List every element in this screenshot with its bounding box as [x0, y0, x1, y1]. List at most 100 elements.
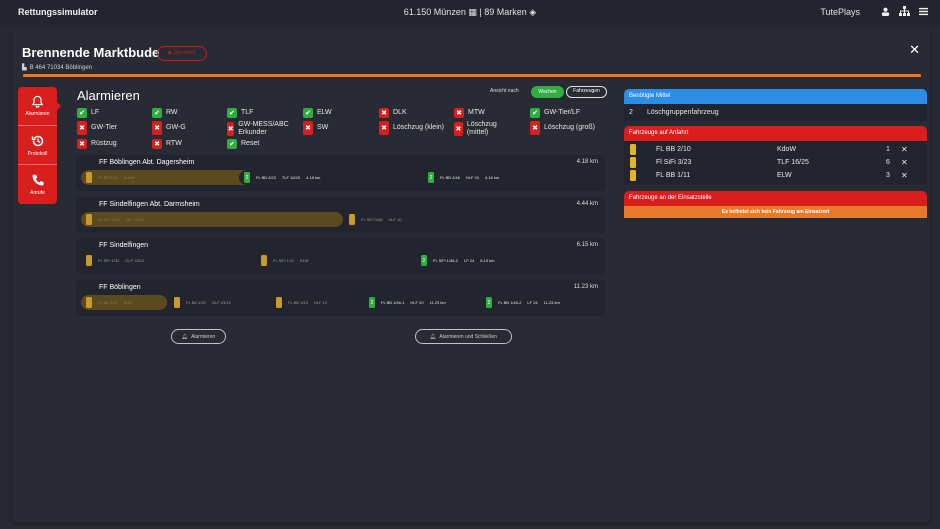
coins-icon: ▦: [468, 7, 477, 17]
view-vehicles-button[interactable]: Fahrzeugen: [566, 86, 607, 98]
cross-icon: ✖: [454, 108, 464, 118]
recall-icon[interactable]: ✕: [901, 171, 908, 180]
list-item: 2 Löschgruppenfahrzeug: [629, 109, 719, 116]
ticket-icon: ◈: [529, 7, 537, 17]
enroute-header: Fahrzeuge auf Anfahrt: [624, 126, 927, 141]
user-icon[interactable]: [881, 7, 890, 18]
bell-icon: 🔔︎: [430, 333, 437, 340]
check-ruestzug[interactable]: ✖ Rüstzug: [77, 139, 117, 149]
station-name: FF Böblingen Abt. Dagersheim: [99, 159, 195, 166]
check-gw-tier[interactable]: ✖ GW-Tier: [77, 121, 117, 135]
vehicle-chip[interactable]: FL BB 1/11 ELW: [81, 295, 167, 310]
check-gw-mess[interactable]: ✖ GW-MESS/ABC Erkunder: [227, 121, 289, 136]
close-icon[interactable]: ✕: [909, 42, 920, 57]
onsite-empty-message: Es befindet sich kein Fahrzeug am Einsat…: [624, 206, 927, 218]
vehicle-chip[interactable]: 2 FL SiFi 1/46-2 LF 24 6.15 km: [416, 253, 596, 268]
vehicle-chip[interactable]: 2 FL BB 1/46-1 HLF 20 11.23 km: [364, 295, 479, 310]
station-distance: 6.15 km: [576, 242, 598, 248]
table-row[interactable]: FL BB 1/11 ELW 3 ✕: [624, 169, 927, 182]
sitemap-icon[interactable]: [899, 6, 910, 18]
station-distance: 11.23 km: [573, 284, 598, 290]
cross-icon: ✖: [77, 121, 87, 135]
bell-icon: 🔔︎: [181, 333, 189, 340]
check-gw-g[interactable]: ✖ GW-G: [152, 121, 186, 135]
recall-icon[interactable]: ✕: [901, 158, 908, 167]
vehicle-chip[interactable]: FL BB 2/10 KdoW: [81, 170, 264, 185]
check-rw[interactable]: ✔ RW: [152, 108, 178, 118]
alarm-and-close-button[interactable]: 🔔︎ Alarmieren und Schließen: [415, 329, 512, 344]
cross-icon: ✖: [379, 108, 389, 118]
alarm-button[interactable]: 🔔︎ Alarmieren: [171, 329, 226, 344]
status-indicator: [630, 157, 636, 168]
check-tlf[interactable]: ✔ TLF: [227, 108, 253, 118]
check-loeschzug-gross[interactable]: ✖ Löschzug (groß): [530, 121, 595, 135]
station-card: FF Sindelfingen Abt. Darmsheim 4.44 km F…: [76, 197, 606, 233]
check-gw-tier-lf[interactable]: ✔ GW-Tier/LF: [530, 108, 580, 118]
view-stations-button[interactable]: Wachen: [531, 86, 564, 98]
check-icon: ✔: [227, 139, 237, 149]
onsite-header: Fahrzeuge an der Einsatzstelle: [624, 191, 927, 206]
cross-icon: ✖: [379, 121, 389, 135]
status-indicator: [86, 255, 92, 266]
vehicle-chip[interactable]: FL SiFi 3/46 HLF 10: [344, 212, 514, 227]
table-row[interactable]: FL BB 2/10 KdoW 1 ✕: [624, 143, 927, 156]
station-name: FF Sindelfingen Abt. Darmsheim: [99, 201, 200, 208]
mission-address: ▙ B 464 71034 Böblingen: [22, 64, 93, 72]
vehicle-chip[interactable]: 2 FL BB 1/46-2 LF 24 11.23 km: [481, 295, 599, 310]
cross-icon: ✖: [227, 122, 235, 136]
needed-resources-list: 2 Löschgruppenfahrzeug: [624, 104, 927, 121]
station-card: FF Böblingen 11.23 km FL BB 1/11 ELW FL B…: [76, 280, 606, 316]
vehicle-chip[interactable]: FL SiFi 1/32 GLF 23/12: [81, 253, 251, 268]
vehicle-chip[interactable]: FL SiFi 3/23 TLF 16/25: [81, 212, 343, 227]
status-indicator: [349, 214, 355, 225]
station-distance: 4.44 km: [576, 201, 598, 207]
bell-icon: [31, 95, 44, 108]
check-icon: ✔: [303, 108, 313, 118]
recall-icon[interactable]: ✕: [901, 145, 908, 154]
check-elw[interactable]: ✔ ELW: [303, 108, 332, 118]
app-title[interactable]: Rettungssimulator: [18, 7, 98, 17]
alarm-heading: Alarmieren: [77, 88, 140, 103]
tab-alarmieren[interactable]: Alarmieren: [18, 87, 57, 126]
phone-icon: [31, 174, 44, 186]
check-dlk[interactable]: ✖ DLK: [379, 108, 407, 118]
stream-button[interactable]: ▶ Streamen: [157, 46, 207, 61]
check-icon: ✔: [530, 108, 540, 118]
vehicle-chip[interactable]: FL BB 1/43 HLF 10: [271, 295, 366, 310]
station-name: FF Böblingen: [99, 284, 141, 291]
view-by-label: Ansicht nach: [490, 88, 519, 94]
station-card: FF Sindelfingen 6.15 km FL SiFi 1/32 GLF …: [76, 238, 606, 274]
menu-icon[interactable]: [919, 7, 928, 18]
status-indicator: [86, 172, 92, 183]
cross-icon: ✖: [530, 121, 540, 135]
station-name: FF Sindelfingen: [99, 242, 149, 249]
username[interactable]: TutePlays: [820, 7, 860, 17]
vehicle-chip[interactable]: 2 FL BB 2/46 HLF 20 4.18 km: [423, 170, 598, 185]
cross-icon: ✖: [303, 121, 313, 135]
station-distance: 4.18 km: [576, 159, 598, 165]
check-icon: ✔: [227, 108, 237, 118]
mission-progress-bar: [22, 73, 922, 78]
check-icon: ✔: [77, 108, 87, 118]
check-reset[interactable]: ✔ Reset: [227, 139, 259, 149]
table-row[interactable]: Fl SiFi 3/23 TLF 16/25 6 ✕: [624, 156, 927, 169]
vehicle-chip[interactable]: FL BB 1/32 GLF 23/12: [169, 295, 269, 310]
check-sw[interactable]: ✖ SW: [303, 121, 328, 135]
status-indicator: [86, 297, 92, 308]
check-loeschzug-mittel[interactable]: ✖ Löschzug (mittel): [454, 121, 497, 136]
vehicle-chip[interactable]: FL SiFi 1/11 ELW: [256, 253, 416, 268]
marks-count: 89 Marken: [484, 7, 527, 17]
cross-icon: ✖: [152, 121, 162, 135]
check-mtw[interactable]: ✖ MTW: [454, 108, 485, 118]
cross-icon: ✖: [454, 122, 463, 136]
check-lf[interactable]: ✔ LF: [77, 108, 99, 118]
check-rtw[interactable]: ✖ RTW: [152, 139, 182, 149]
currency-display: 61.150 Münzen ▦ | 89 Marken ◈: [403, 7, 537, 17]
tab-protokoll[interactable]: Protokoll: [18, 126, 57, 165]
video-icon: ▶: [168, 50, 173, 56]
tab-anrufe[interactable]: Anrufe: [18, 165, 57, 204]
vehicle-chip[interactable]: 2 FL BB 2/23 TLF 16/25 4.18 km: [239, 170, 419, 185]
status-indicator: [261, 255, 267, 266]
status-indicator: [276, 297, 282, 308]
check-loeschzug-klein[interactable]: ✖ Löschzug (klein): [379, 121, 444, 135]
